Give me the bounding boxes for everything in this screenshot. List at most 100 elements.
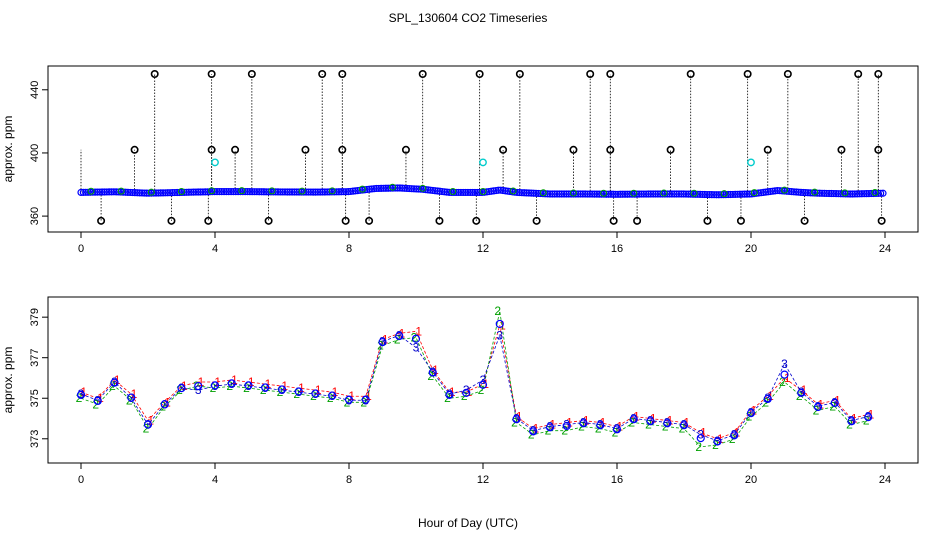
series-1-mark: 1 — [298, 381, 305, 395]
baseline-point — [529, 189, 538, 197]
baseline-point — [265, 188, 273, 196]
series-1-mark: 1 — [315, 383, 322, 397]
baseline-point — [520, 189, 528, 197]
series-3-mark: 3 — [480, 373, 487, 387]
baseline-point — [733, 190, 742, 198]
baseline-point — [738, 190, 746, 198]
baseline-point — [136, 189, 144, 197]
mean-point — [813, 402, 823, 412]
baseline-point — [401, 184, 409, 192]
baseline-point — [862, 190, 871, 198]
baseline-point — [544, 190, 552, 198]
baseline-point — [527, 189, 535, 197]
baseline-point — [848, 190, 857, 198]
baseline-point — [691, 190, 699, 198]
baseline-point — [215, 188, 223, 196]
baseline-point — [415, 185, 423, 193]
baseline-point — [689, 190, 697, 198]
series-3-mark: 3 — [496, 328, 503, 342]
series-3-mark: 3 — [614, 422, 621, 436]
baseline-point — [708, 191, 716, 199]
outlier-point — [167, 216, 176, 225]
mean-point — [428, 368, 437, 377]
mean-point — [76, 390, 86, 399]
outlier-point — [743, 70, 752, 79]
baseline-point — [518, 189, 526, 197]
baseline-point — [77, 188, 85, 197]
baseline-point — [208, 188, 216, 196]
baseline-point — [637, 190, 646, 198]
series-3-mark: 3 — [513, 412, 520, 426]
baseline-point — [227, 188, 235, 196]
baseline-point — [741, 190, 749, 198]
series-1-mark: 1 — [348, 389, 355, 403]
series-1-mark: 1 — [131, 387, 138, 401]
series-1-mark: 1 — [466, 385, 473, 399]
baseline-point — [211, 188, 219, 196]
baseline-point — [479, 187, 487, 195]
baseline-point — [551, 190, 559, 198]
mean-point — [244, 381, 253, 390]
baseline-point — [818, 189, 826, 197]
baseline-point — [694, 190, 702, 198]
series-3-mark: 3 — [781, 357, 788, 371]
series-1-mark: 1 — [248, 375, 255, 389]
outlier-point — [207, 145, 216, 154]
baseline-point — [196, 188, 205, 196]
series-1-mark: 1 — [415, 324, 422, 338]
baseline-point — [841, 189, 849, 197]
series-3-mark: 3 — [848, 414, 855, 428]
y-tick-label: 373 — [29, 430, 41, 448]
baseline-point — [851, 190, 859, 198]
baseline-point — [560, 190, 568, 198]
series-3-mark: 3 — [262, 381, 269, 395]
mean-point — [177, 384, 186, 393]
baseline-point — [107, 188, 116, 196]
baseline-point — [687, 190, 695, 198]
baseline-point — [583, 190, 592, 198]
baseline-point — [616, 190, 624, 198]
baseline-point — [375, 184, 383, 193]
baseline-point — [178, 187, 185, 195]
baseline-point — [452, 188, 460, 197]
x-tick-label: 20 — [745, 243, 757, 255]
series-2-mark: 2 — [478, 383, 485, 397]
mean-point — [411, 334, 421, 343]
series-3-mark: 3 — [279, 383, 286, 397]
baseline-point — [743, 190, 751, 198]
outlier-point — [606, 70, 615, 79]
baseline-point — [84, 188, 92, 196]
baseline-point — [773, 186, 782, 195]
mean-point — [545, 423, 555, 432]
baseline-point — [138, 189, 146, 197]
baseline-point — [588, 190, 596, 198]
mean-point — [629, 415, 638, 424]
baseline-point — [830, 189, 838, 198]
mean-point — [830, 398, 839, 408]
series-3-mark: 3 — [597, 418, 604, 432]
series-3-mark: 3 — [329, 389, 336, 403]
baseline-point — [633, 190, 641, 198]
baseline-point — [316, 188, 324, 196]
baseline-point — [110, 188, 118, 196]
series-3-mark: 3 — [446, 387, 453, 401]
baseline-point — [403, 184, 411, 193]
baseline-point — [143, 189, 151, 197]
baseline-point — [314, 188, 322, 196]
baseline-point — [720, 190, 728, 198]
baseline-point — [668, 190, 676, 198]
series-2-mark: 2 — [779, 375, 786, 389]
mean-point — [361, 395, 370, 404]
series-3-mark: 3 — [815, 399, 822, 413]
baseline-point — [673, 190, 681, 198]
baseline-point — [476, 188, 484, 197]
baseline-point — [152, 189, 160, 197]
outlier-point — [633, 216, 642, 225]
baseline-point — [677, 190, 685, 198]
baseline-point — [159, 189, 167, 197]
outlier-point — [783, 70, 792, 79]
baseline-point — [199, 188, 207, 196]
baseline-point — [321, 188, 329, 196]
series-3-mark: 3 — [346, 393, 353, 407]
